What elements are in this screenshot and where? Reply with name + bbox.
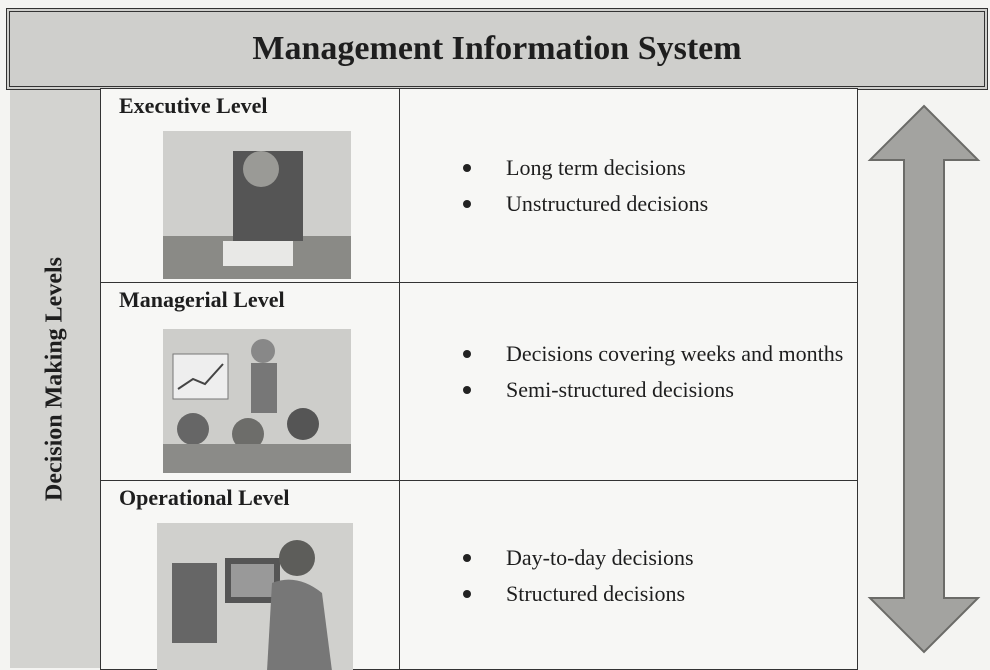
title-bar: Management Information System [6, 8, 988, 90]
level-row: Operational Level Day-to-day decisions S… [100, 480, 858, 670]
divider [399, 481, 400, 669]
bullet-list: Decisions covering weeks and months Semi… [456, 339, 866, 411]
operational-image [157, 523, 353, 670]
divider [399, 89, 400, 283]
level-row: Managerial Level Decisions covering week… [100, 282, 858, 482]
bullet: Unstructured decisions [463, 189, 866, 219]
level-title: Executive Level [119, 93, 268, 118]
title: Management Information System [252, 30, 742, 67]
double-arrow [867, 104, 981, 654]
bullet: Long term decisions [463, 153, 866, 183]
side-panel: Decision Making Levels [10, 90, 100, 668]
bullet: Decisions covering weeks and months [463, 339, 866, 369]
executive-image [163, 131, 351, 279]
bullet-list: Day-to-day decisions Structured decision… [456, 543, 866, 615]
bullet: Semi-structured decisions [463, 375, 866, 405]
managerial-image [163, 329, 351, 473]
level-title: Operational Level [119, 485, 290, 510]
side-label: Decision Making Levels [41, 257, 68, 501]
divider [399, 283, 400, 481]
bullet-list: Long term decisions Unstructured decisio… [456, 153, 866, 225]
bullet: Day-to-day decisions [463, 543, 866, 573]
level-row: Executive Level Long term decisions Unst… [100, 88, 858, 284]
level-title: Managerial Level [119, 287, 285, 312]
bullet: Structured decisions [463, 579, 866, 609]
